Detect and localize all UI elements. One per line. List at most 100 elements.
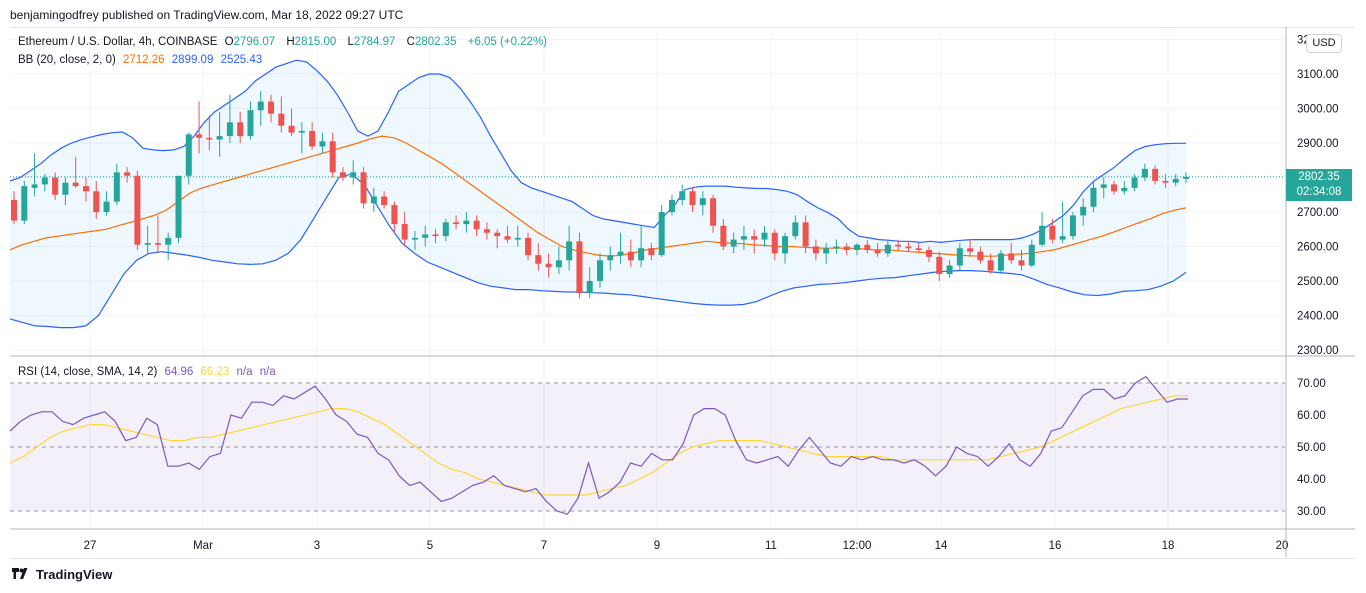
rsi-label[interactable]: RSI (14, close, SMA, 14, 2) <box>18 366 158 378</box>
candle-body <box>545 263 552 268</box>
candle-body <box>483 229 490 233</box>
candlestick-series <box>11 91 1189 299</box>
candle-body <box>113 172 120 202</box>
rsi-tick-label: 50.00 <box>1297 442 1326 454</box>
candle-body <box>638 248 645 261</box>
candle-body <box>874 249 881 254</box>
candle-body <box>710 198 717 226</box>
candle-body <box>206 137 213 140</box>
candle-body <box>134 175 141 245</box>
candle-body <box>72 182 79 187</box>
candle-body <box>370 196 377 204</box>
candle-body <box>93 191 100 212</box>
rsi-na-1: n/a <box>236 366 253 378</box>
candle-body <box>792 222 799 237</box>
tradingview-brand[interactable]: TradingView <box>10 567 112 582</box>
candle-body <box>936 256 943 275</box>
price-tick-label: 2400.00 <box>1297 311 1339 323</box>
candle-body <box>535 255 542 264</box>
currency-button[interactable]: USD <box>1306 34 1342 53</box>
candle-body <box>802 222 809 247</box>
rsi-line <box>9 375 1188 515</box>
candle-body <box>1172 178 1179 183</box>
price-tick-label: 2900.00 <box>1297 138 1339 150</box>
candle-body <box>1121 187 1128 192</box>
time-tick-label: 27 <box>84 540 97 552</box>
time-tick-label: 20 <box>1276 540 1289 552</box>
candle-body <box>740 236 747 240</box>
candle-body <box>833 246 840 249</box>
bb-upper-value: 2899.09 <box>171 54 214 66</box>
time-tick-label: Mar <box>193 540 213 552</box>
candle-body <box>751 236 758 240</box>
candle-body <box>977 251 984 261</box>
candle-body <box>617 251 624 256</box>
candle-body <box>586 281 593 294</box>
price-tick-label: 3100.00 <box>1297 69 1339 81</box>
rsi-tick-label: 60.00 <box>1297 410 1326 422</box>
candle-body <box>854 244 861 250</box>
symbol-legend: Ethereum / U.S. Dollar, 4h, COINBASE O27… <box>18 36 555 48</box>
candle-body <box>329 141 336 173</box>
candle-body <box>967 248 974 252</box>
bb-upper-line <box>9 59 1186 244</box>
candle-body <box>103 201 110 212</box>
candle-body <box>525 237 532 256</box>
candle-body <box>956 248 963 266</box>
change-value: +6.05 (+0.22%) <box>467 36 548 48</box>
bar-countdown: 02:34:08 <box>1296 186 1342 198</box>
bb-basis-line <box>9 135 1187 257</box>
time-tick-label: 16 <box>1049 540 1062 552</box>
candle-body <box>1183 176 1189 179</box>
symbol-title[interactable]: Ethereum / U.S. Dollar, 4h, COINBASE <box>18 36 218 48</box>
candle-body <box>411 237 418 240</box>
candle-body <box>226 122 233 137</box>
candle-body <box>648 248 655 256</box>
candle-body <box>442 222 449 237</box>
candle-body <box>185 134 192 176</box>
candle-body <box>812 246 819 254</box>
candle-body <box>247 110 254 137</box>
price-tick-label: 2600.00 <box>1297 242 1339 254</box>
bb-fill <box>10 60 1186 328</box>
brand-name: TradingView <box>36 567 113 582</box>
rsi-sma-value: 66.23 <box>200 366 230 378</box>
candle-body <box>761 232 768 240</box>
candle-body <box>298 130 305 133</box>
grid-lines <box>10 29 1285 528</box>
candle-body <box>925 249 932 257</box>
candle-body <box>453 222 460 225</box>
bb-lower-line <box>9 173 1187 329</box>
time-tick-label: 7 <box>541 540 547 552</box>
rsi-legend: RSI (14, close, SMA, 14, 2) 64.96 66.23 … <box>18 366 280 378</box>
candle-body <box>1141 168 1148 178</box>
rsi-tick-label: 70.00 <box>1297 378 1326 390</box>
bollinger-bands <box>9 59 1187 329</box>
candle-body <box>658 212 665 256</box>
ohlc-values: O2796.07 H2815.00 L2784.97 C2802.35 +6.0… <box>224 36 548 48</box>
candle-body <box>1162 180 1169 183</box>
candle-body <box>11 199 17 221</box>
candle-body <box>514 237 521 240</box>
candle-body <box>463 220 470 225</box>
candle-body <box>823 248 830 254</box>
bb-label[interactable]: BB (20, close, 2, 0) <box>18 54 116 66</box>
rsi-na-2: n/a <box>259 366 276 378</box>
candle-body <box>82 186 89 192</box>
candle-body <box>597 260 603 281</box>
last-price-value: 2802.35 <box>1298 171 1340 183</box>
candle-body <box>52 177 59 195</box>
candle-body <box>566 241 573 261</box>
candle-body <box>782 236 789 254</box>
bb-legend: BB (20, close, 2, 0) 2712.26 2899.09 252… <box>18 54 266 66</box>
candle-body <box>1049 225 1056 240</box>
price-tick-label: 3000.00 <box>1297 104 1339 116</box>
candle-body <box>175 175 182 238</box>
candle-body <box>391 205 398 225</box>
candle-body <box>154 243 161 245</box>
candle-body <box>1100 184 1107 188</box>
candle-body <box>946 265 953 275</box>
candle-body <box>41 177 48 185</box>
candle-body <box>422 234 429 238</box>
